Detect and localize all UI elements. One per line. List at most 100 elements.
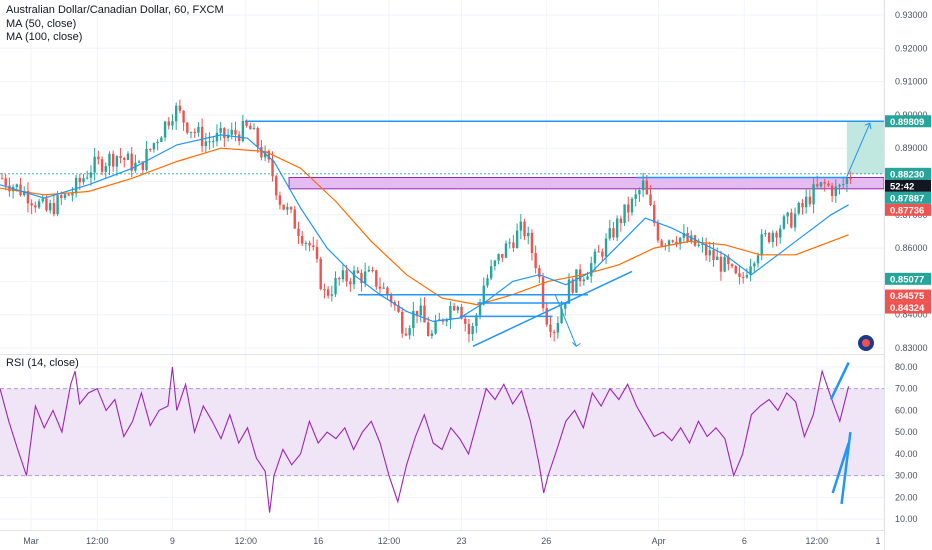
rsi-band xyxy=(0,388,884,476)
candle-body xyxy=(245,120,248,126)
candle-body xyxy=(312,245,315,248)
candle-body xyxy=(734,266,737,274)
candle-body xyxy=(838,184,841,187)
rsi-tick-label: 80.00 xyxy=(895,362,918,372)
candle-body xyxy=(341,270,345,280)
candle-body xyxy=(808,196,812,205)
candle-body xyxy=(234,129,237,135)
price-tag xyxy=(885,301,931,314)
price-tag-label: 0.84575 xyxy=(890,291,925,302)
candle-body xyxy=(445,320,448,322)
candle-body xyxy=(252,128,256,130)
candle-body xyxy=(719,256,723,272)
candle-body xyxy=(497,253,500,261)
price-tick-label: 0.83000 xyxy=(895,343,928,353)
candle-body xyxy=(760,234,763,256)
candle-body xyxy=(660,240,663,247)
time-tick-label: 6 xyxy=(742,536,747,546)
price-tag xyxy=(885,179,931,192)
candle-body xyxy=(419,305,422,316)
rsi-legend: RSI (14, close) xyxy=(6,357,79,369)
candle-body xyxy=(267,151,271,160)
time-tick-label: 9 xyxy=(170,536,175,546)
candle-body xyxy=(426,322,430,337)
candle-body xyxy=(15,184,19,187)
candle-body xyxy=(197,126,200,133)
candle-body xyxy=(182,110,185,123)
candle-body xyxy=(830,185,834,197)
candle-body xyxy=(704,243,708,256)
candle-body xyxy=(111,153,115,167)
candle-body xyxy=(408,328,411,336)
candle-body xyxy=(849,178,852,180)
candle-body xyxy=(552,331,556,333)
candle-body xyxy=(349,281,352,285)
candle-body xyxy=(575,269,578,293)
candle-body xyxy=(326,289,330,296)
candle-body xyxy=(82,178,85,183)
candle-body xyxy=(34,205,37,208)
ma100-legend: MA (100, close) xyxy=(6,31,83,43)
candle-body xyxy=(645,180,649,195)
rsi-tick-label: 30.00 xyxy=(895,471,918,481)
price-tag xyxy=(885,115,931,128)
candle-body xyxy=(738,273,741,277)
candle-body xyxy=(60,195,63,199)
candle-body xyxy=(237,134,241,142)
candle-body xyxy=(827,183,830,186)
candle-body xyxy=(338,278,341,280)
candle-body xyxy=(597,251,600,253)
candle-body xyxy=(793,213,797,228)
candle-body xyxy=(130,153,133,171)
candle-body xyxy=(489,266,493,279)
time-tick-label: 12:00 xyxy=(806,536,829,546)
price-tick-label: 0.90000 xyxy=(895,110,928,120)
candle-body xyxy=(37,201,41,208)
rsi-tick-label: 50.00 xyxy=(895,427,918,437)
candle-body xyxy=(478,304,482,316)
candle-body xyxy=(23,190,26,196)
candle-body xyxy=(360,272,363,284)
resistance-zone xyxy=(288,176,885,190)
candle-body xyxy=(48,203,52,211)
candle-body xyxy=(582,279,586,282)
ma100-line xyxy=(0,147,849,306)
candle-body xyxy=(756,255,760,264)
candle-body xyxy=(67,194,70,196)
candle-body xyxy=(434,320,437,334)
candle-body xyxy=(297,228,300,237)
price-tag-label: 52:42 xyxy=(890,181,914,192)
candle-body xyxy=(771,232,775,243)
candle-body xyxy=(634,194,637,199)
candle-body xyxy=(304,242,308,244)
candle-body xyxy=(89,172,93,178)
rsi-divergence-lower-2 xyxy=(840,431,852,505)
price-tag-label: 0.87736 xyxy=(890,205,924,216)
candle-body xyxy=(308,242,311,246)
candle-body xyxy=(278,195,282,205)
candle-body xyxy=(78,177,82,183)
candle-body xyxy=(100,159,104,172)
candle-body xyxy=(630,198,634,213)
candle-body xyxy=(612,228,615,238)
candle-body xyxy=(126,153,130,160)
candle-body xyxy=(819,182,823,187)
candle-body xyxy=(219,127,222,133)
candle-body xyxy=(30,203,33,206)
price-tag-label: 0.85077 xyxy=(890,274,924,285)
candle-body xyxy=(464,318,467,324)
candle-body xyxy=(19,184,22,196)
candle-body xyxy=(653,204,656,223)
candle-body xyxy=(523,221,526,237)
up-projection xyxy=(846,123,871,177)
candle-body xyxy=(749,266,752,276)
candle-body xyxy=(256,128,259,147)
rsi-divergence-upper xyxy=(829,361,850,401)
candle-body xyxy=(682,233,686,238)
candle-body xyxy=(174,105,178,122)
candle-body xyxy=(515,230,519,248)
candle-body xyxy=(686,233,689,242)
candle-body xyxy=(208,141,211,143)
time-tick-label: 12:00 xyxy=(378,536,401,546)
